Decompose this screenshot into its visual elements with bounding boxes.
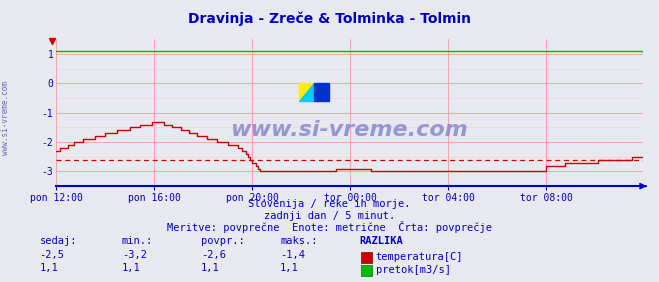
Text: www.si-vreme.com: www.si-vreme.com [1, 81, 10, 155]
Text: -2,5: -2,5 [40, 250, 65, 260]
Text: 1,1: 1,1 [280, 263, 299, 273]
Text: -2,6: -2,6 [201, 250, 226, 260]
Text: -1,4: -1,4 [280, 250, 305, 260]
Polygon shape [314, 83, 329, 101]
Text: 1,1: 1,1 [201, 263, 219, 273]
Text: zadnji dan / 5 minut.: zadnji dan / 5 minut. [264, 211, 395, 221]
Text: 1,1: 1,1 [122, 263, 140, 273]
Polygon shape [299, 83, 314, 101]
Text: Slovenija / reke in morje.: Slovenija / reke in morje. [248, 199, 411, 210]
Text: sedaj:: sedaj: [40, 236, 77, 246]
Text: min.:: min.: [122, 236, 153, 246]
Text: Meritve: povprečne  Enote: metrične  Črta: povprečje: Meritve: povprečne Enote: metrične Črta:… [167, 221, 492, 233]
Text: RAZLIKA: RAZLIKA [359, 236, 403, 246]
Text: -3,2: -3,2 [122, 250, 147, 260]
Text: 1,1: 1,1 [40, 263, 58, 273]
Polygon shape [299, 83, 314, 101]
Text: Dravinja - Zreče & Tolminka - Tolmin: Dravinja - Zreče & Tolminka - Tolmin [188, 11, 471, 26]
Text: pretok[m3/s]: pretok[m3/s] [376, 265, 451, 275]
Text: maks.:: maks.: [280, 236, 318, 246]
Text: temperatura[C]: temperatura[C] [376, 252, 463, 262]
Text: povpr.:: povpr.: [201, 236, 244, 246]
Text: www.si-vreme.com: www.si-vreme.com [231, 120, 468, 140]
